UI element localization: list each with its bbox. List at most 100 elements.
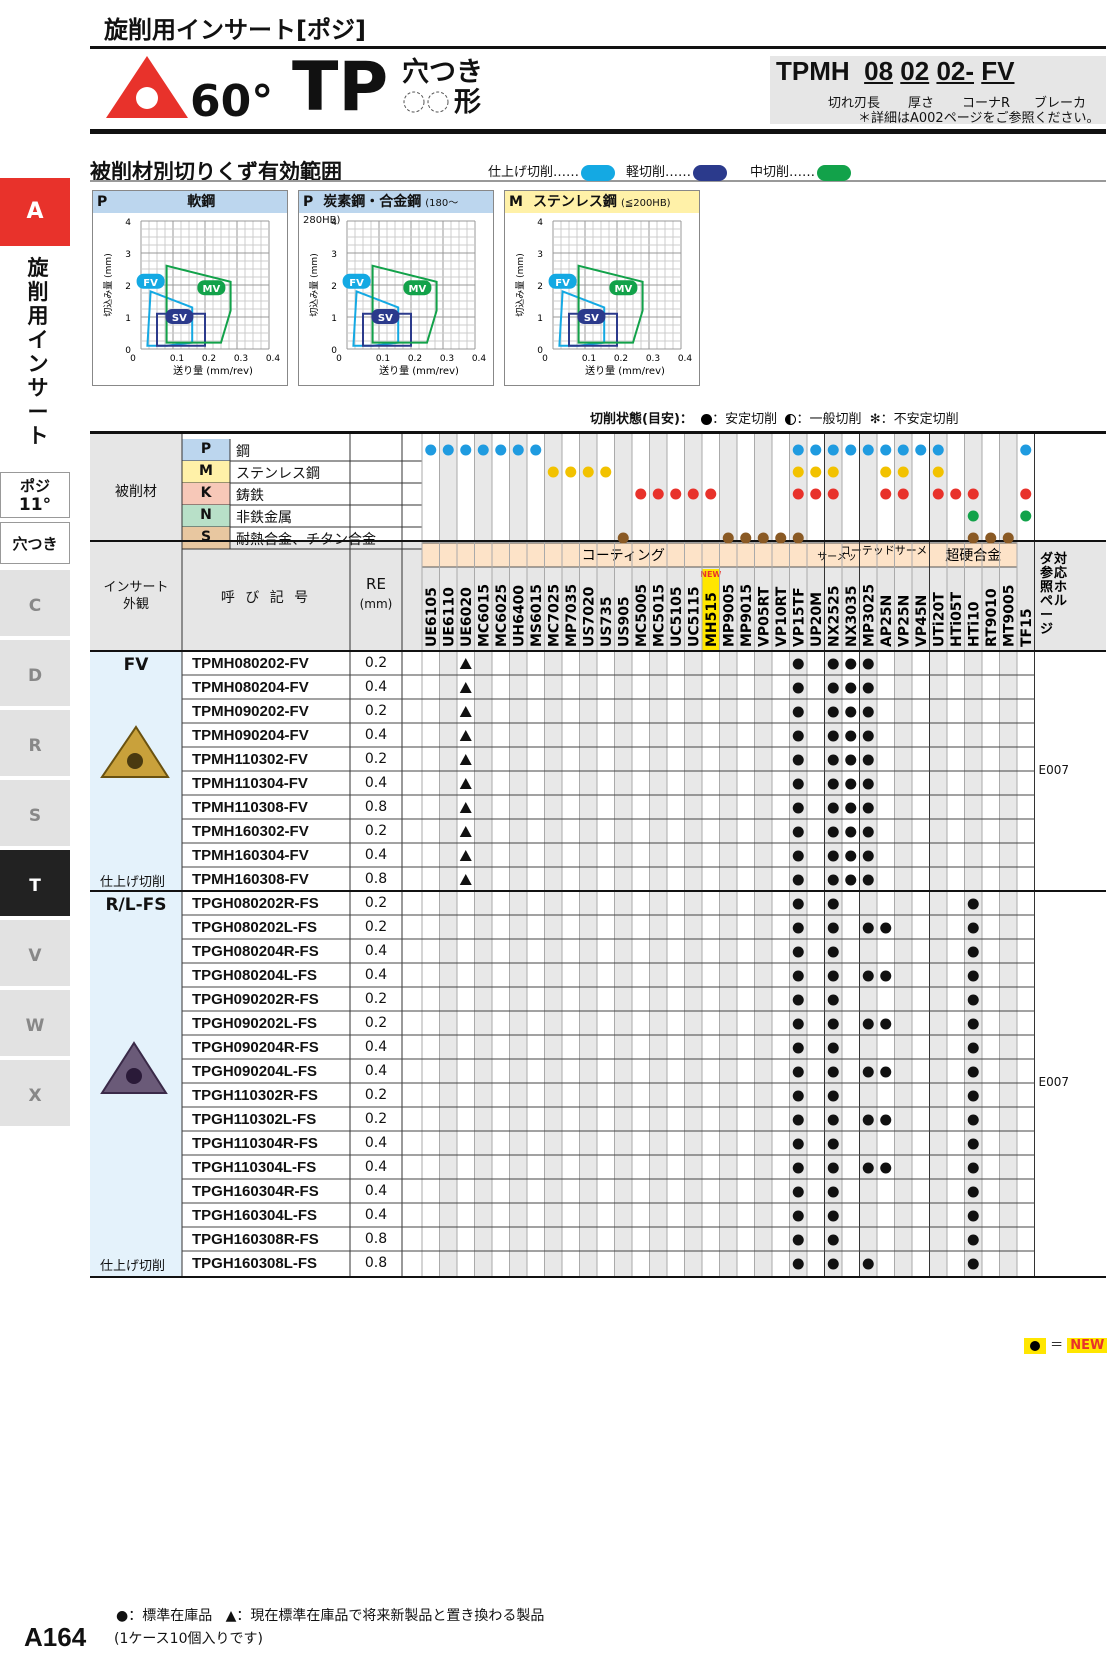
tab-d[interactable]: D	[0, 640, 70, 708]
tab-w[interactable]: W	[0, 990, 70, 1058]
product-code[interactable]: TPGH080204L-FS	[192, 967, 318, 984]
material-code-cell	[182, 483, 230, 505]
re-value: 0.2	[364, 1087, 388, 1103]
stock-mark	[862, 1066, 874, 1078]
insert-fs-image	[100, 1041, 168, 1094]
stock-mark	[792, 1186, 804, 1198]
product-code[interactable]: TPMH110302-FV	[192, 751, 308, 768]
tab-c[interactable]: C	[0, 570, 70, 638]
product-code[interactable]: TPMH080204-FV	[192, 679, 309, 696]
stock-mark	[967, 1018, 979, 1030]
ref-header-bg	[1034, 541, 1106, 651]
product-code[interactable]: TPGH110302R-FS	[192, 1087, 318, 1104]
grade-name: UE6110	[441, 587, 457, 647]
tab-r[interactable]: R	[0, 710, 70, 778]
holder-ref[interactable]: E007	[1038, 763, 1070, 777]
product-code[interactable]: TPMH160308-FV	[192, 871, 309, 888]
product-code[interactable]: TPGH080202L-FS	[192, 919, 318, 936]
grade-col-shade	[719, 434, 737, 1277]
material-mark	[792, 466, 804, 478]
grade-name: VP25N	[896, 595, 912, 647]
re-value: 0.2	[364, 823, 388, 839]
material-mark	[827, 444, 839, 456]
re-value: 0.4	[364, 775, 388, 791]
tab-t[interactable]: T	[0, 850, 70, 918]
stock-mark	[827, 682, 839, 694]
material-mark	[512, 444, 524, 456]
stock-mark	[967, 898, 979, 910]
stock-mark	[792, 946, 804, 958]
stock-mark	[792, 1234, 804, 1246]
grade-name: MP3025	[861, 584, 877, 647]
product-code[interactable]: TPMH160302-FV	[192, 823, 309, 840]
product-code[interactable]: TPGH090202L-FS	[192, 1015, 318, 1032]
stock-mark	[862, 1114, 874, 1126]
tab-v[interactable]: V	[0, 920, 70, 988]
stock-mark	[880, 970, 892, 982]
grade-name: NX2525	[826, 586, 842, 647]
stock-mark	[792, 754, 804, 766]
stock-mark	[792, 730, 804, 742]
stock-mark	[880, 1018, 892, 1030]
re-value: 0.4	[364, 1063, 388, 1079]
holder-ref[interactable]: E007	[1038, 1075, 1070, 1089]
material-name: 耐熱合金、チタン合金	[236, 532, 376, 548]
product-code[interactable]: TPGH090202R-FS	[192, 991, 319, 1008]
grade-name: AP25N	[879, 595, 895, 647]
material-mark	[880, 444, 892, 456]
grade-name: MH515	[704, 592, 720, 647]
y-tick: 4	[331, 218, 337, 228]
shape-code: TP	[292, 48, 389, 127]
region-label-text: MV	[203, 284, 221, 295]
section-type-label: R/L-FS	[105, 895, 167, 915]
material-mark	[775, 532, 787, 544]
product-code[interactable]: TPGH080204R-FS	[192, 943, 319, 960]
product-code[interactable]: TPMH160304-FV	[192, 847, 309, 864]
product-code[interactable]: TPMH110308-FV	[192, 799, 308, 816]
product-code[interactable]: TPGH090204L-FS	[192, 1063, 318, 1080]
stock-mark	[827, 946, 839, 958]
stock-mark	[792, 1138, 804, 1150]
x-tick: 0	[130, 354, 136, 364]
replace-mark	[459, 754, 472, 765]
tab-s[interactable]: S	[0, 780, 70, 848]
new-legend: ＝ NEW	[1024, 1334, 1108, 1354]
stock-mark	[862, 874, 874, 886]
product-code[interactable]: TPGH090204R-FS	[192, 1039, 319, 1056]
region-label-text: FV	[349, 278, 364, 289]
section-tab-a[interactable]: A	[0, 178, 70, 246]
stock-mark	[845, 850, 857, 862]
grade-name: US905	[616, 596, 632, 647]
stock-mark	[827, 970, 839, 982]
ref-header-char: ペ	[1040, 594, 1053, 609]
product-code[interactable]: TPMH080202-FV	[192, 655, 309, 672]
product-code[interactable]: TPMH110304-FV	[192, 775, 308, 792]
material-mark	[670, 488, 682, 500]
product-code[interactable]: TPGH110302L-FS	[192, 1111, 317, 1128]
product-code[interactable]: TPGH080202R-FS	[192, 895, 319, 912]
footer-note-1: ●：標準在庫品 ▲：現在標準在庫品で将来新製品と置き換わる製品	[116, 1608, 545, 1624]
re-value: 0.2	[364, 895, 388, 911]
product-code[interactable]: TPGH160308R-FS	[192, 1231, 319, 1248]
x-tick: 0	[542, 354, 548, 364]
grade-name: VP15TF	[791, 587, 807, 647]
product-code[interactable]: TPGH110304L-FS	[192, 1159, 317, 1176]
product-code[interactable]: TPMH090204-FV	[192, 727, 309, 744]
product-code[interactable]: TPGH160304L-FS	[192, 1207, 318, 1224]
product-code[interactable]: TPMH090202-FV	[192, 703, 309, 720]
grade-name: UC5105	[669, 586, 685, 647]
grade-col-shade	[964, 434, 982, 1277]
product-code[interactable]: TPGH110304R-FS	[192, 1135, 318, 1152]
stock-mark	[792, 1018, 804, 1030]
material-mark	[1020, 488, 1032, 500]
spec-label-2: 厚さ	[908, 96, 935, 111]
tab-x[interactable]: X	[0, 1060, 70, 1128]
grade-name: VP10RT	[774, 586, 790, 647]
grade-name: MP7035	[564, 584, 580, 647]
region-label-fv: FV	[548, 273, 577, 289]
product-code[interactable]: TPGH160308L-FS	[192, 1255, 318, 1272]
product-code[interactable]: TPGH160304R-FS	[192, 1183, 319, 1200]
material-mark	[687, 488, 699, 500]
material-mark	[1020, 510, 1032, 522]
grade-col-shade	[544, 434, 562, 1277]
